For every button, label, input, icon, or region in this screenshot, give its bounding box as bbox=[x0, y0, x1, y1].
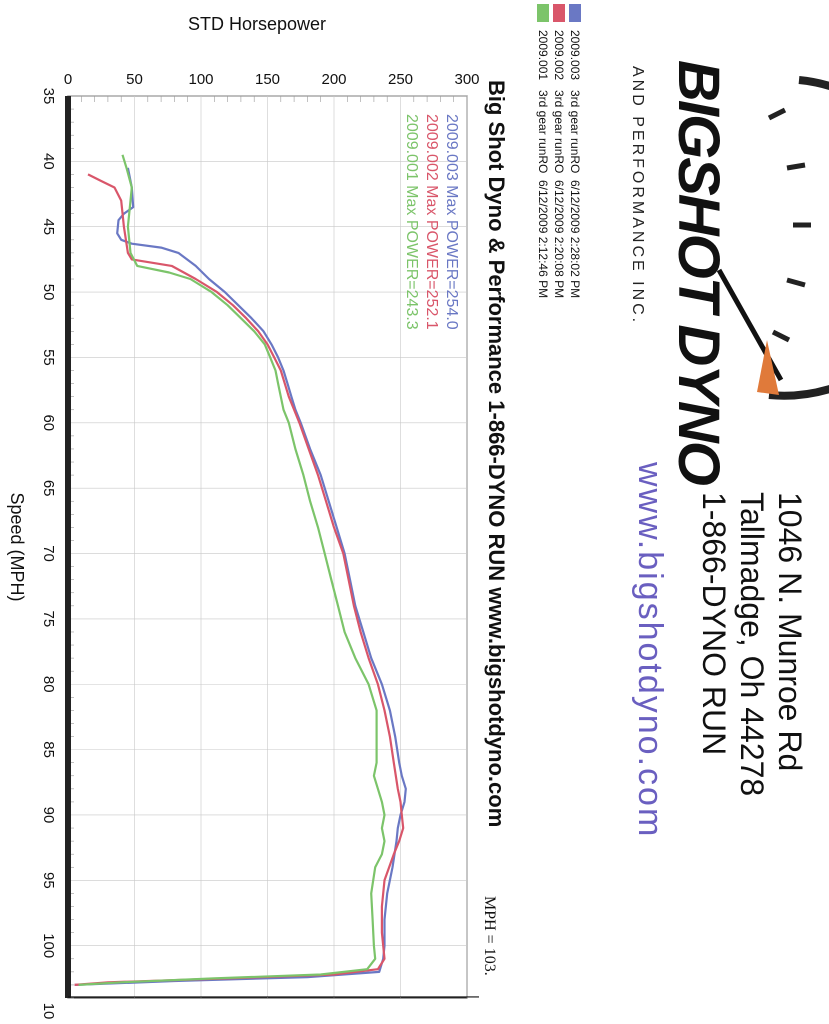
x-tick-label: 85 bbox=[40, 741, 57, 758]
x-tick-label: 75 bbox=[40, 611, 57, 628]
x-tick-label: 65 bbox=[40, 480, 57, 497]
x-axis-label: Speed (MPH) bbox=[7, 492, 27, 601]
legend-entry: 2009.003 Max POWER=254.0 bbox=[443, 114, 460, 330]
x-tick-label: 60 bbox=[40, 414, 57, 431]
run-list: 2009.003 3rd gear runRO 6/12/2009 2:28:0… bbox=[536, 4, 582, 298]
run-id: 2009.003 bbox=[568, 30, 582, 80]
address-line2: Tallmadge, Oh 44278 bbox=[734, 492, 770, 796]
series-line-2009.002 bbox=[74, 173, 405, 986]
run-datetime: 6/12/2009 2:20:08 PM bbox=[552, 180, 566, 298]
y-axis-label: STD Horsepower bbox=[188, 14, 326, 34]
x-tick-label: 40 bbox=[40, 153, 57, 170]
y-tick-label: 100 bbox=[188, 71, 213, 88]
x-tick-label: 70 bbox=[40, 545, 57, 562]
y-tick-label: 300 bbox=[454, 71, 479, 88]
series-line-2009.001 bbox=[78, 154, 386, 986]
x-tick-label: 90 bbox=[40, 807, 57, 824]
x-tick-label: 55 bbox=[40, 349, 57, 366]
grid bbox=[65, 95, 479, 999]
run-desc: 3rd gear runRO bbox=[552, 90, 566, 173]
x-tick-label: 35 bbox=[40, 88, 57, 105]
series-line-2009.003 bbox=[74, 167, 407, 986]
address-line1: 1046 N. Munroe Rd bbox=[772, 492, 808, 771]
address-line3: 1-866-DYNO RUN bbox=[696, 492, 732, 755]
x-tick-label: 45 bbox=[40, 218, 57, 235]
y-tick-label: 200 bbox=[321, 71, 346, 88]
logo-name: BIGSHOT DYNO bbox=[666, 60, 731, 486]
legend-entry: 2009.002 Max POWER=252.1 bbox=[423, 114, 440, 330]
run-swatch-green bbox=[537, 4, 549, 22]
x-tick-label: 80 bbox=[40, 676, 57, 693]
website-link[interactable]: www.bigshotdyno.com bbox=[631, 461, 669, 838]
run-id: 2009.002 bbox=[552, 30, 566, 80]
run-desc: 3rd gear runRO bbox=[536, 90, 550, 173]
x-tick-label: 95 bbox=[40, 872, 57, 889]
banner: Big Shot Dyno & Performance 1-866-DYNO R… bbox=[484, 80, 509, 827]
cursor-label: MPH = 103. bbox=[481, 896, 498, 976]
run-id: 2009.001 bbox=[536, 30, 550, 80]
y-tick-label: 0 bbox=[64, 71, 72, 88]
run-swatch-blue bbox=[569, 4, 581, 22]
run-datetime: 6/12/2009 2:12:46 PM bbox=[536, 180, 550, 298]
x-tick-label: 10 bbox=[40, 1003, 57, 1020]
gauge-icon bbox=[768, 76, 829, 400]
run-desc: 3rd gear runRO bbox=[568, 90, 582, 173]
y-tick-label: 50 bbox=[126, 71, 143, 88]
y-tick-label: 250 bbox=[388, 71, 413, 88]
legend-entry: 2009.001 Max POWER=243.3 bbox=[403, 114, 420, 330]
run-datetime: 6/12/2009 2:28:02 PM bbox=[568, 180, 582, 298]
x-tick-label: 100 bbox=[40, 933, 57, 958]
y-tick-label: 150 bbox=[255, 71, 280, 88]
logo: BIGSHOT DYNO AND PERFORMANCE INC. bbox=[629, 60, 829, 486]
series-group bbox=[74, 154, 407, 986]
x-tick-label: 50 bbox=[40, 284, 57, 301]
logo-tagline: AND PERFORMANCE INC. bbox=[629, 66, 646, 325]
run-swatch-red bbox=[553, 4, 565, 22]
address-block: 1046 N. Munroe Rd Tallmadge, Oh 44278 1-… bbox=[631, 461, 808, 838]
